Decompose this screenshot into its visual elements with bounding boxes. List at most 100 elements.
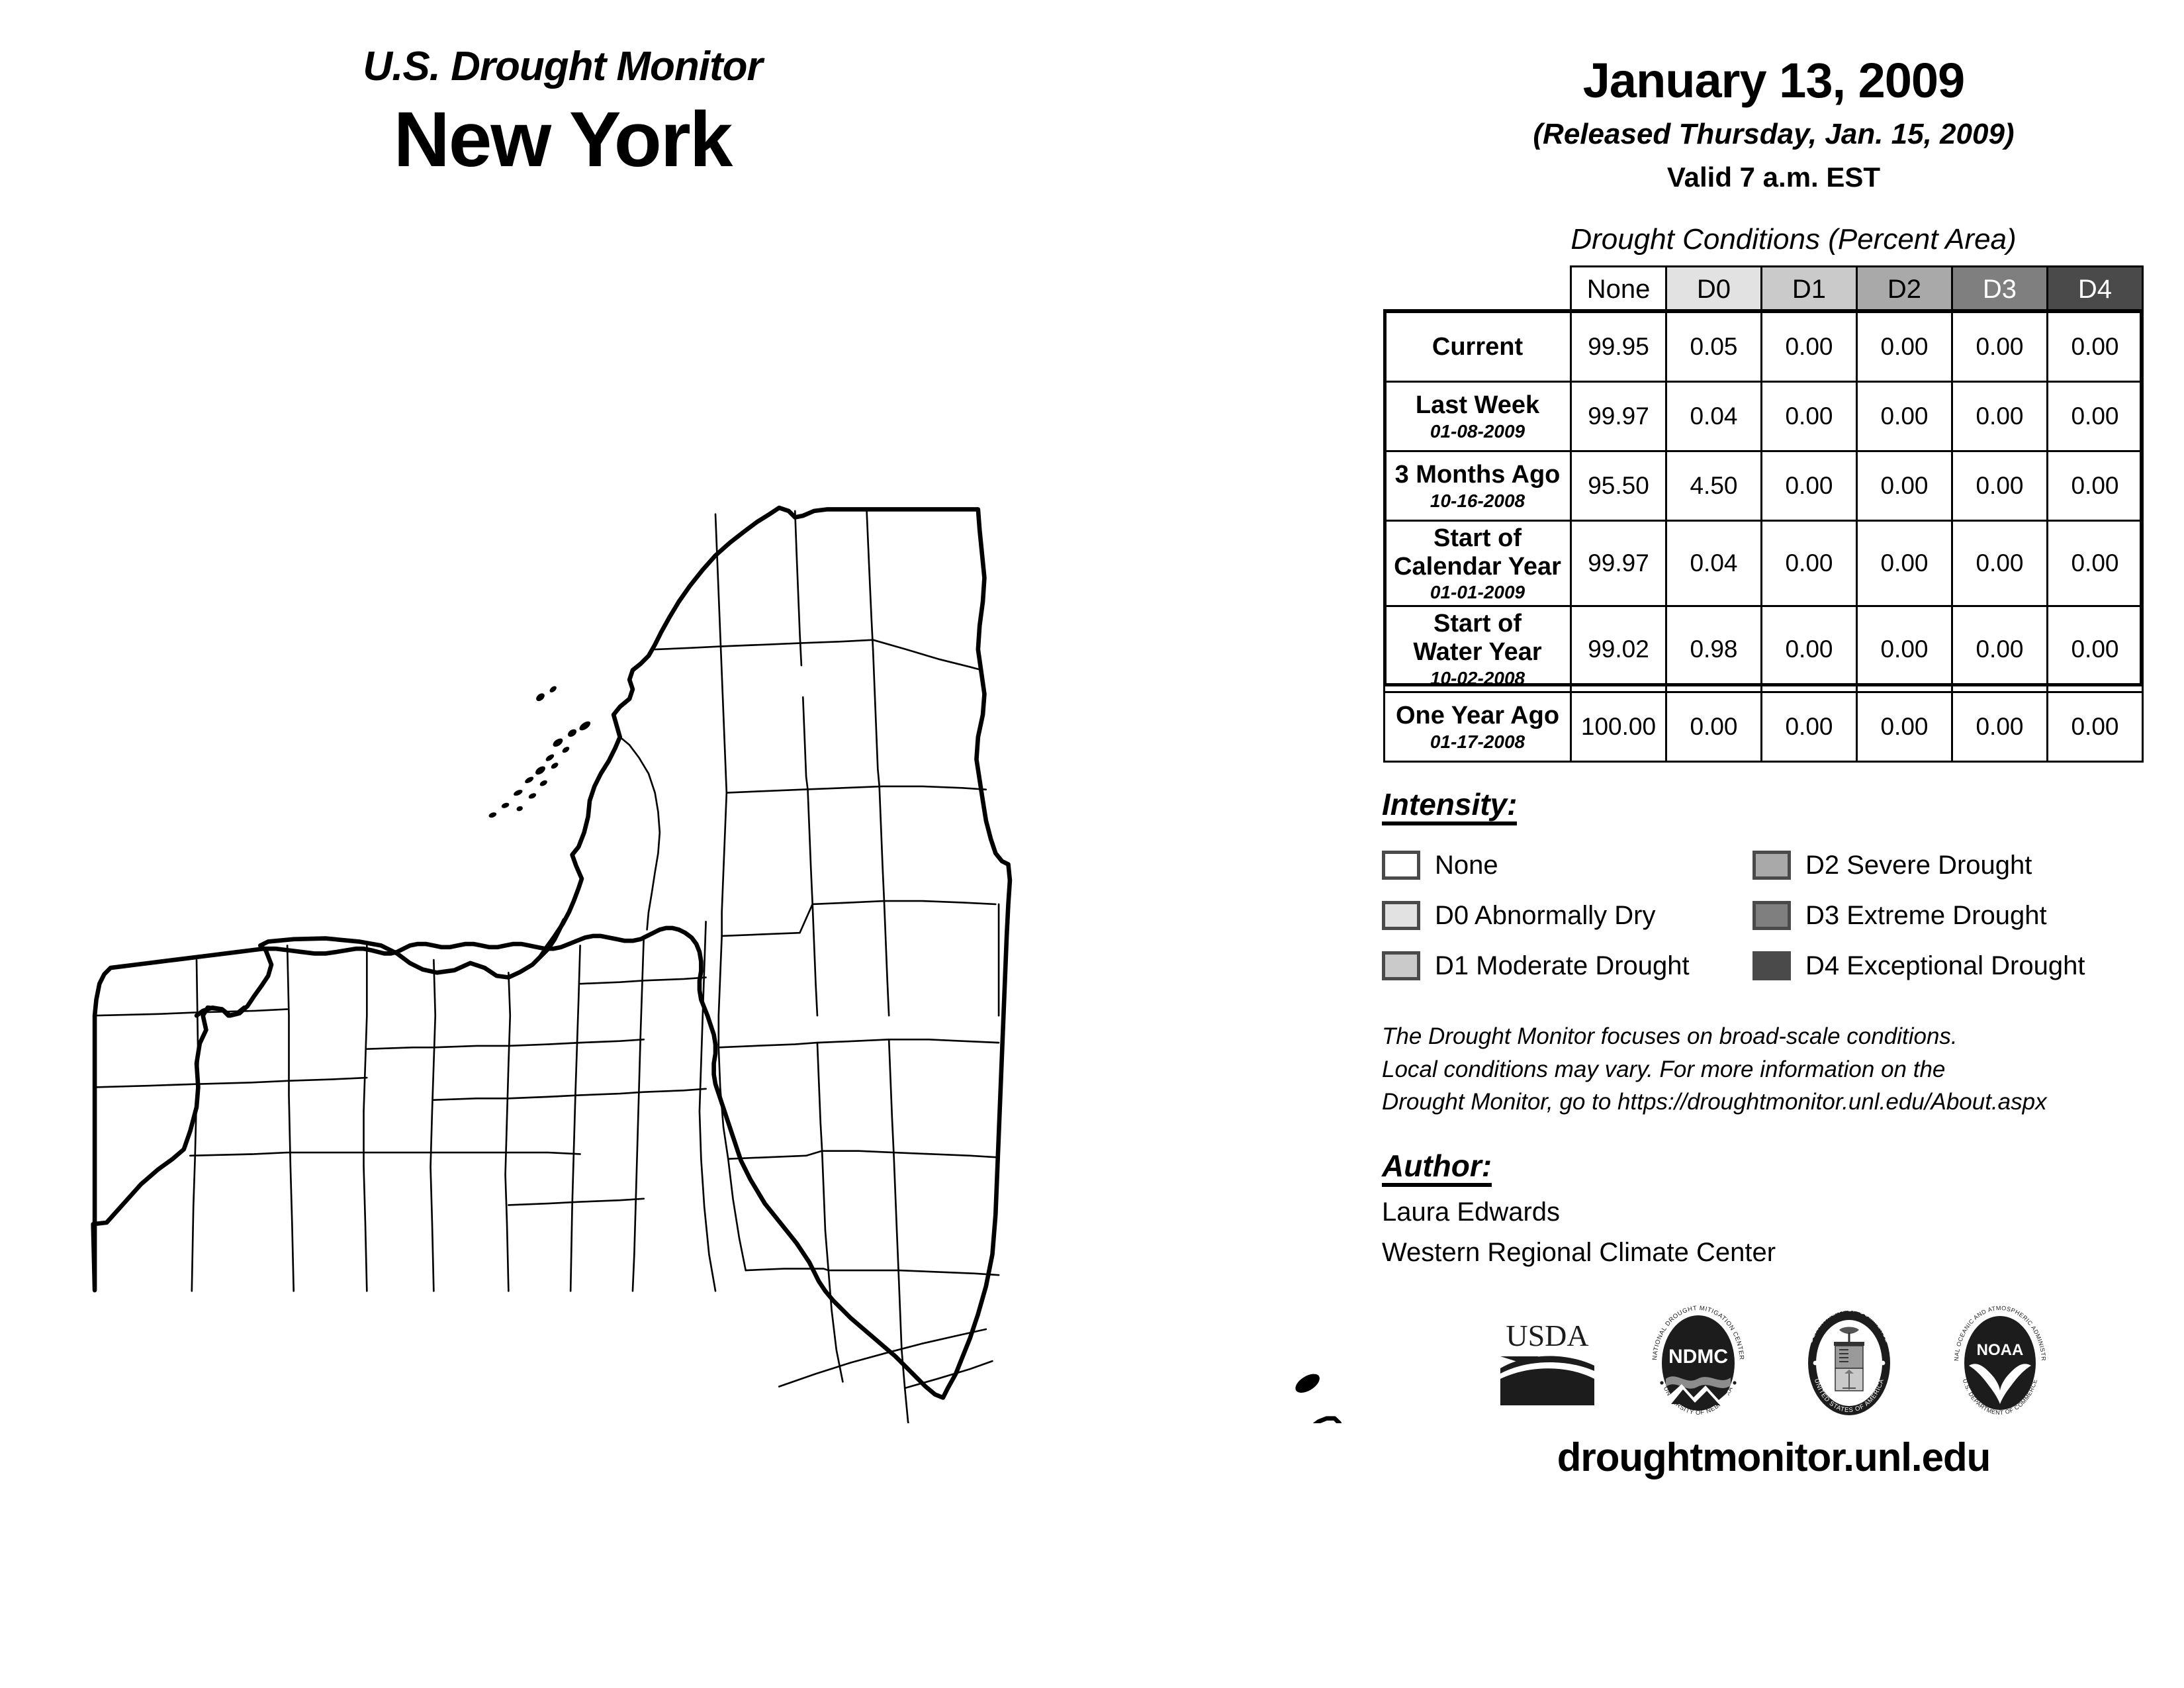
- table-body: Current 99.95 0.05 0.00 0.00 0.00 0.00 Last Wee…: [1383, 311, 2144, 763]
- legend-swatch-d3: [1752, 900, 1791, 930]
- table-cell-d2: 0.00: [1856, 311, 1953, 383]
- row-label: 3 Months Ago 10-16-2008: [1383, 450, 1572, 522]
- drought-conditions-table-frame: None D0 D1 D2 D3 D4 Current 99.95 0.05 0.00…: [1363, 265, 2184, 763]
- row-label: Last Week 01-08-2009: [1383, 381, 1572, 452]
- column-header-d4: D4: [2046, 265, 2144, 313]
- legend-label-d0: D0 Abnormally Dry: [1435, 900, 1656, 930]
- legend-label-d2: D2 Severe Drought: [1805, 850, 2032, 880]
- table-cell-none: 99.97: [1570, 381, 1667, 452]
- noaa-logo: NATIONAL OCEANIC AND ATMOSPHERIC ADMINIS…: [1944, 1305, 2056, 1417]
- legend-grid: None D2 Severe Drought D0 Abnormally Dry D3…: [1382, 840, 2184, 991]
- table-cell-d3: 0.00: [1951, 450, 2048, 522]
- legend-swatch-d0: [1382, 900, 1420, 930]
- row-label-date: 10-16-2008: [1430, 490, 1525, 511]
- doc-seal-logo: DEPARTMENT OF COMMERCE UNITED STATES OF …: [1793, 1305, 1905, 1417]
- row-label-date: 01-01-2009: [1430, 582, 1525, 603]
- table-cell-none: 95.50: [1570, 450, 1667, 522]
- table-cell-d1: 0.00: [1760, 690, 1858, 763]
- table-cell-d4: 0.00: [2046, 381, 2144, 452]
- table-cell-d0: 0.04: [1665, 519, 1762, 608]
- map-svg: [91, 505, 1342, 1423]
- table-cell-d1: 0.00: [1760, 450, 1858, 522]
- usda-logo: USDA: [1491, 1305, 1604, 1417]
- svg-text:NOAA: NOAA: [1977, 1341, 2024, 1359]
- author-name: Laura Edwards: [1382, 1197, 1561, 1227]
- drought-conditions-table: None D0 D1 D2 D3 D4 Current 99.95 0.05 0.00…: [1383, 265, 2144, 763]
- column-header-d3: D3: [1951, 265, 2048, 313]
- row-label: Start of Calendar Year 01-01-2009: [1383, 519, 1572, 608]
- legend-item-d1: D1 Moderate Drought: [1382, 951, 1752, 980]
- legend-swatch-none: [1382, 850, 1420, 880]
- legend-item-none: None: [1382, 850, 1752, 880]
- legend-item-d2: D2 Severe Drought: [1752, 850, 2123, 880]
- disclaimer-line-3: Drought Monitor, go to https://droughtmo…: [1382, 1089, 2047, 1115]
- svg-text:USDA: USDA: [1506, 1319, 1588, 1352]
- table-row: Current 99.95 0.05 0.00 0.00 0.00 0.00: [1383, 311, 2144, 383]
- table-caption: Drought Conditions (Percent Area): [1570, 223, 2017, 256]
- table-cell-d0: 0.00: [1665, 690, 1762, 763]
- legend-label-none: None: [1435, 850, 1498, 880]
- long-island-outline: [1312, 1416, 1342, 1423]
- row-label: One Year Ago 01-17-2008: [1383, 690, 1572, 763]
- table-cell-d4: 0.00: [2046, 519, 2144, 608]
- disclaimer-line-2: Local conditions may vary. For more info…: [1382, 1056, 1946, 1082]
- table-cell-d4: 0.00: [2046, 450, 2144, 522]
- thousand-islands: [488, 686, 591, 818]
- column-header-none: None: [1570, 265, 1667, 313]
- table-cell-d3: 0.00: [1951, 605, 2048, 693]
- row-label-date: 10-02-2008: [1430, 667, 1525, 688]
- table-header-row: None D0 D1 D2 D3 D4: [1385, 265, 2144, 313]
- table-cell-d4: 0.00: [2046, 311, 2144, 383]
- table-cell-d2: 0.00: [1856, 605, 1953, 693]
- table-row: Start of Water Year 10-02-2008 99.02 0.98 0.0…: [1383, 605, 2144, 693]
- table-cell-d0: 0.05: [1665, 311, 1762, 383]
- new-york-drought-map[interactable]: [63, 457, 1360, 1423]
- disclaimer-text: The Drought Monitor focuses on broad-sca…: [1382, 1020, 2184, 1119]
- table-corner-cell: [1385, 267, 1571, 312]
- table-cell-none: 100.00: [1570, 690, 1667, 763]
- disclaimer-line-1: The Drought Monitor focuses on broad-sca…: [1382, 1023, 1958, 1049]
- intensity-legend: Intensity: None D2 Severe Drought D0 Abnor…: [1382, 789, 2184, 991]
- program-title: U.S. Drought Monitor: [363, 44, 762, 89]
- intensity-legend-title: Intensity:: [1382, 789, 1518, 825]
- date-block: January 13, 2009 (Released Thursday, Jan…: [1363, 0, 2184, 191]
- row-label: Start of Water Year 10-02-2008: [1383, 605, 1572, 693]
- table-cell-d3: 0.00: [1951, 519, 2048, 608]
- agency-logos: USDA NATIONAL DROUGHT MITIGATION CENTER …: [1363, 1305, 2184, 1417]
- table-cell-d4: 0.00: [2046, 690, 2144, 763]
- table-cell-d1: 0.00: [1760, 519, 1858, 608]
- row-label-date: 01-17-2008: [1430, 731, 1525, 752]
- release-date: (Released Thursday, Jan. 15, 2009): [1533, 118, 2015, 150]
- table-cell-d3: 0.00: [1951, 381, 2048, 452]
- valid-time: Valid 7 a.m. EST: [1666, 162, 1881, 193]
- table-cell-none: 99.97: [1570, 519, 1667, 608]
- table-cell-d3: 0.00: [1951, 311, 2048, 383]
- state-title: New York: [393, 96, 733, 183]
- legend-label-d1: D1 Moderate Drought: [1435, 951, 1690, 980]
- row-label-date: 01-08-2009: [1430, 420, 1525, 442]
- table-cell-d0: 0.98: [1665, 605, 1762, 693]
- table-row: Last Week 01-08-2009 99.97 0.04 0.00 0.00 0.00…: [1383, 381, 2144, 452]
- row-label: Current: [1383, 311, 1572, 383]
- legend-swatch-d4: [1752, 951, 1791, 980]
- legend-label-d3: D3 Extreme Drought: [1805, 900, 2047, 930]
- svg-text:NDMC: NDMC: [1668, 1346, 1728, 1368]
- website-url: droughtmonitor.unl.edu: [1557, 1434, 1991, 1479]
- legend-item-d0: D0 Abnormally Dry: [1382, 900, 1752, 930]
- author-label: Author:: [1382, 1150, 1492, 1187]
- table-cell-d2: 0.00: [1856, 690, 1953, 763]
- block-island: [1295, 1374, 1320, 1393]
- column-header-d0: D0: [1665, 265, 1762, 313]
- table-cell-d2: 0.00: [1856, 381, 1953, 452]
- report-date: January 13, 2009: [1582, 53, 1965, 108]
- table-cell-none: 99.02: [1570, 605, 1667, 693]
- long-island: [1295, 1374, 1342, 1423]
- table-cell-d2: 0.00: [1856, 519, 1953, 608]
- title-block: U.S. Drought Monitor New York: [0, 46, 1125, 181]
- table-cell-none: 99.95: [1570, 311, 1667, 383]
- northwest-shoreline: [194, 917, 567, 1018]
- table-row: Start of Calendar Year 01-01-2009 99.97 0.04…: [1383, 519, 2144, 608]
- left-panel: U.S. Drought Monitor New York: [0, 46, 1360, 1423]
- legend-label-d4: D4 Exceptional Drought: [1805, 951, 2085, 980]
- table-cell-d3: 0.00: [1951, 690, 2048, 763]
